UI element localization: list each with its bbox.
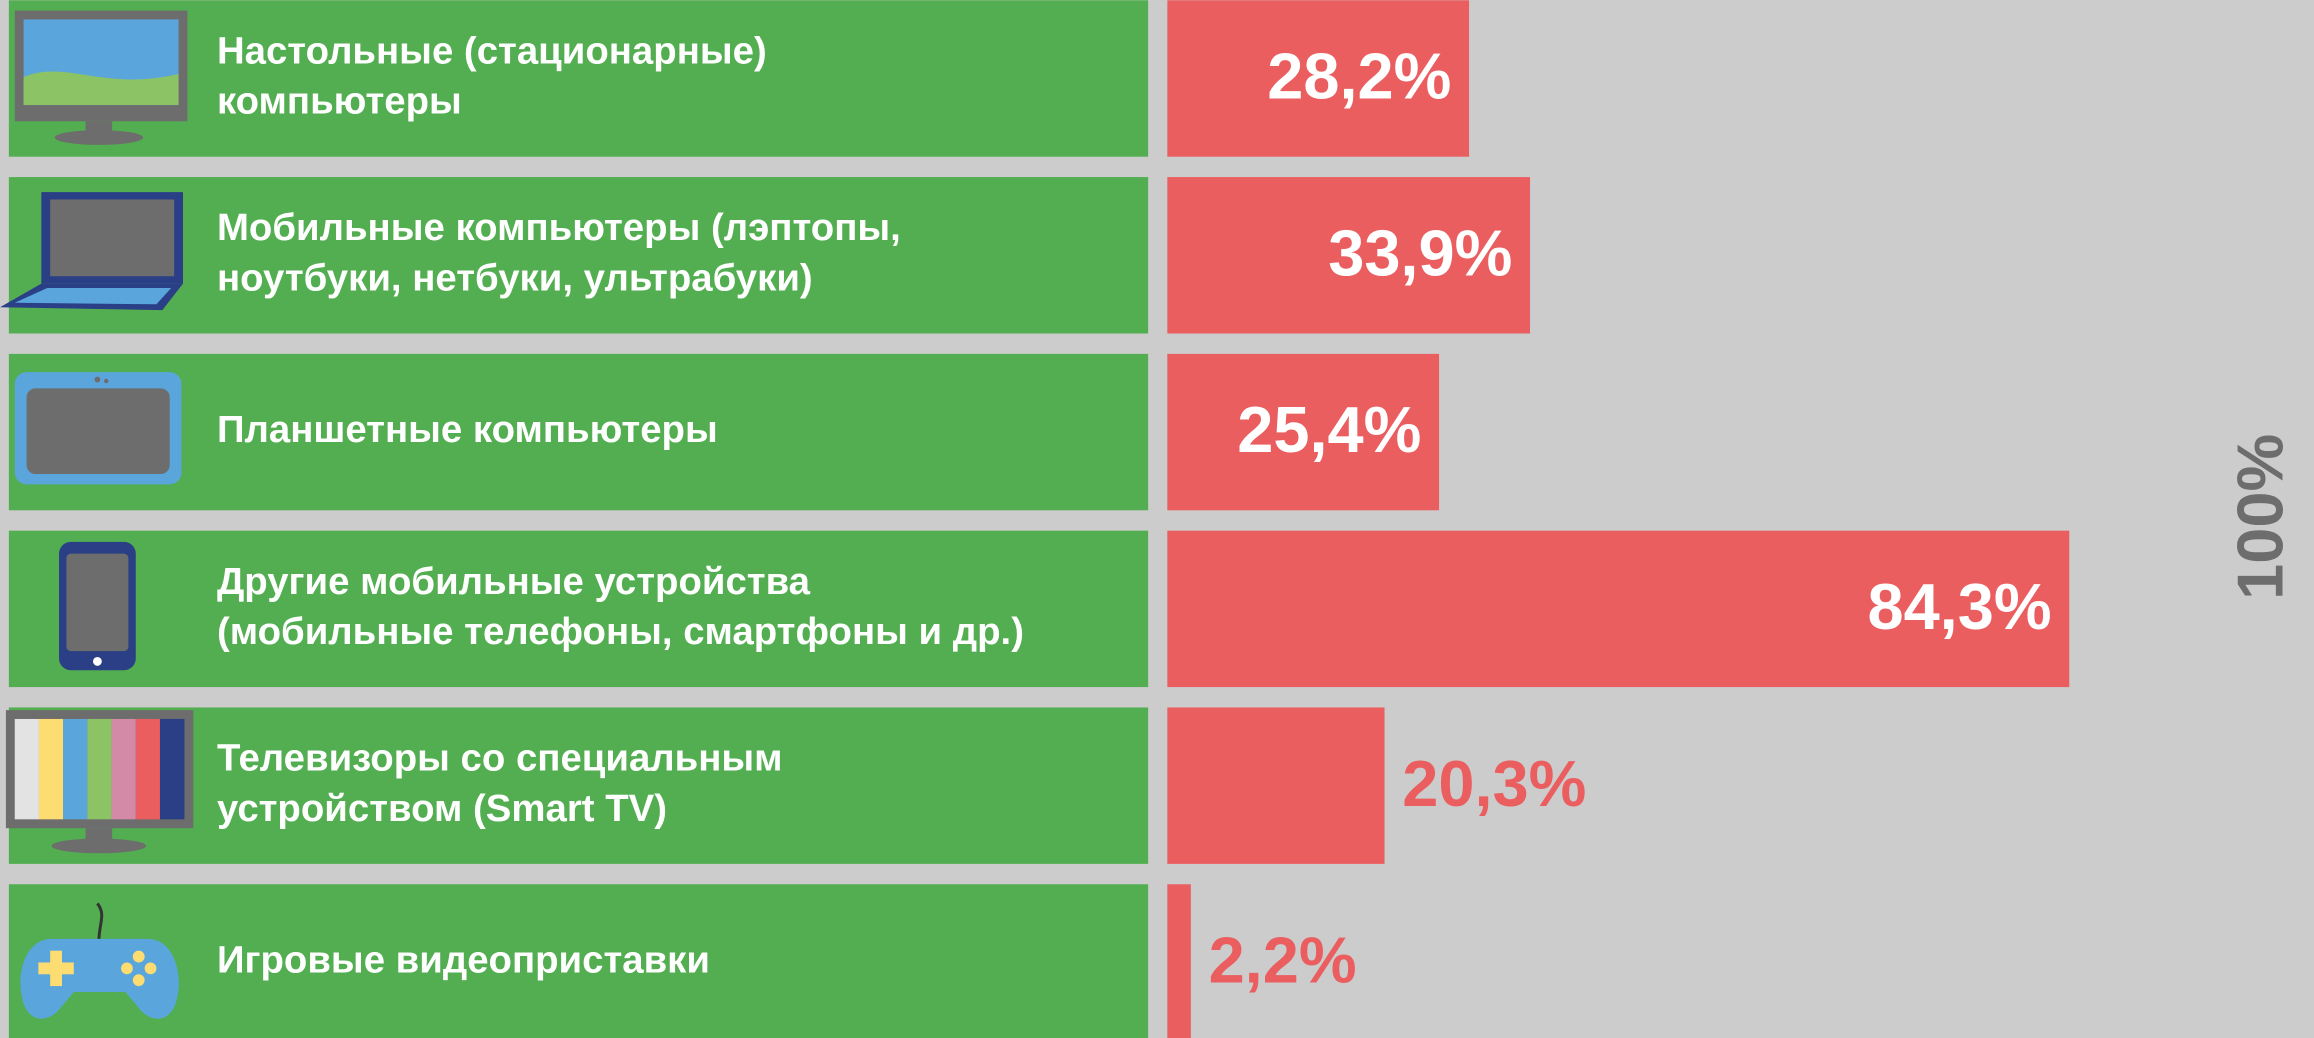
value-label: 33,9%: [1328, 216, 1512, 289]
category-line: ноутбуки, нетбуки, ультрабуки): [217, 257, 813, 300]
category-label: Телевизоры со специальным устройством (Sm…: [217, 737, 783, 830]
value-label: 25,4%: [1237, 393, 1421, 466]
category-line: Игровые видеоприставки: [217, 939, 710, 982]
bar: [1167, 707, 1385, 864]
category-label: Настольные (стационарные) компьютеры: [217, 30, 767, 123]
gamepad-icon: [20, 902, 179, 1019]
value-label: 28,2%: [1267, 40, 1451, 113]
bar: [1167, 353, 1440, 511]
category-panels: [8, 0, 1149, 1038]
category-panel: [8, 707, 1149, 864]
category-panel: [8, 353, 1149, 511]
category-line: Планшетные компьютеры: [217, 408, 718, 451]
annotation: 100%: [2223, 434, 2296, 600]
category-line: компьютеры: [217, 80, 462, 123]
category-label: Игровые видеоприставки: [217, 939, 710, 982]
category-panel: [8, 0, 1149, 157]
tablet-icon: [14, 372, 182, 485]
category-panel: [8, 884, 1149, 1038]
category-label: Планшетные компьютеры: [217, 408, 718, 451]
category-label: Другие мобильные устройства (мобильные те…: [217, 560, 1024, 653]
value-label: 2,2%: [1209, 924, 1357, 997]
value-label: 84,3%: [1867, 570, 2051, 643]
desktop-icon: [14, 10, 188, 145]
value-label: 20,3%: [1402, 747, 1586, 820]
bar: [1167, 177, 1531, 334]
icons: [0, 10, 194, 1019]
bar: [1167, 884, 1191, 1038]
category-label: Мобильные компьютеры (лэптопы, ноутбуки, …: [217, 206, 901, 299]
category-panel: [8, 530, 1149, 688]
category-line: Мобильные компьютеры (лэптопы,: [217, 206, 901, 249]
laptop-icon: [0, 192, 183, 311]
tv-icon: [5, 710, 194, 854]
category-panel: [8, 177, 1149, 334]
category-line: Телевизоры со специальным: [217, 737, 783, 780]
phone-icon: [59, 541, 136, 671]
category-line: Другие мобильные устройства: [217, 560, 811, 603]
category-line: устройством (Smart TV): [217, 787, 667, 830]
category-line: Настольные (стационарные): [217, 30, 767, 73]
bar: [1167, 530, 2070, 688]
bar: [1167, 0, 1470, 157]
category-line: (мобильные телефоны, смартфоны и др.): [217, 610, 1024, 653]
